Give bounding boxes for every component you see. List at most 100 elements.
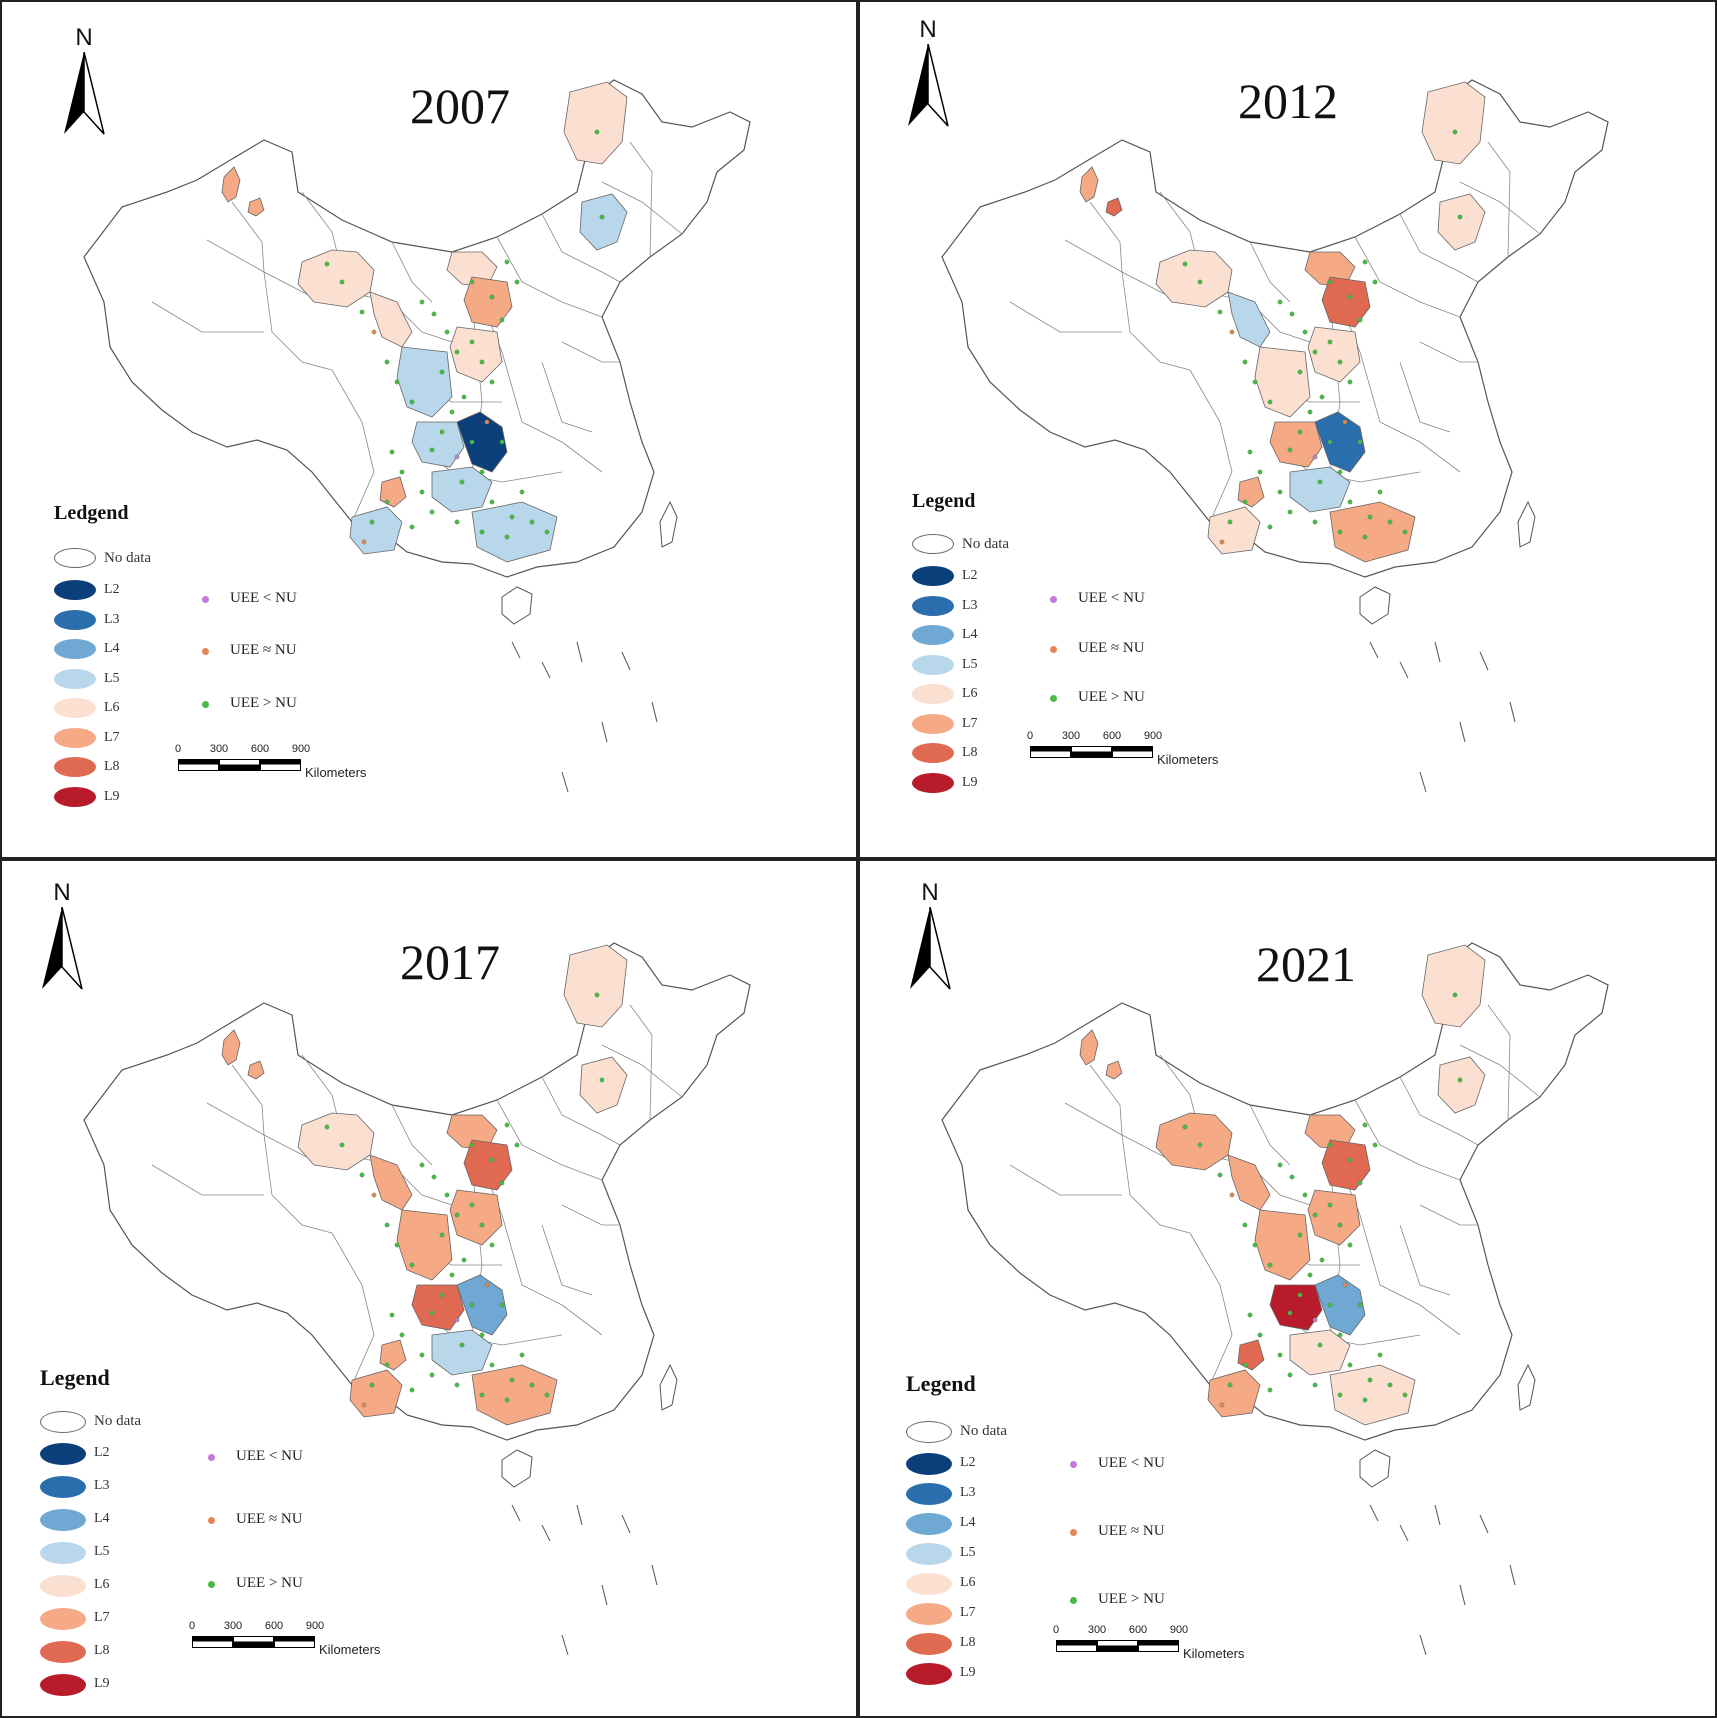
map-panel-2007: 2007 N Ledgend No data L2 L3 L4 L5 L6 L7 L8 L9 UEE <… <box>0 0 858 859</box>
legend-label: L5 <box>960 1545 976 1560</box>
legend-swatch <box>40 1509 86 1531</box>
legend-swatch <box>54 757 96 777</box>
city-point-marker <box>1402 529 1408 535</box>
city-point-marker <box>1452 992 1458 998</box>
point-legend-dot <box>1070 1529 1077 1536</box>
legend-swatch <box>40 1476 86 1498</box>
map-panel-2017: 2017 N Legend No data L2 L3 L4 L5 L6 L7 L8 L9 UEE < … <box>0 859 858 1718</box>
legend-swatch <box>906 1513 952 1535</box>
city-point-marker <box>514 1142 520 1148</box>
city-point-marker <box>484 1282 490 1288</box>
nine-dash-line <box>621 651 631 671</box>
city-point-marker <box>594 992 600 998</box>
nine-dash-line <box>621 1514 631 1534</box>
city-point-marker <box>409 1262 415 1268</box>
city-point-marker <box>489 379 495 385</box>
nine-dash-line <box>1479 1514 1489 1534</box>
legend-title: Legend <box>40 1365 110 1390</box>
city-point-marker <box>489 1157 495 1163</box>
nine-dash-line <box>1479 651 1489 671</box>
hainan-island <box>1359 1449 1391 1488</box>
boundary-line <box>1089 1064 1123 1136</box>
city-point-marker <box>1327 439 1333 445</box>
region-xinjiang-north2 <box>1105 1060 1123 1080</box>
boundary-line <box>601 181 683 235</box>
city-point-marker <box>469 279 475 285</box>
region-guangxi <box>471 1364 558 1426</box>
city-point-marker <box>1377 1352 1383 1358</box>
scale-segment <box>1138 1640 1179 1652</box>
boundary-line <box>496 1099 603 1181</box>
region-jilin <box>579 193 628 251</box>
city-point-marker <box>1372 1142 1378 1148</box>
region-guangxi <box>471 501 558 563</box>
boundary-line <box>1249 1104 1291 1166</box>
city-point-marker <box>384 359 390 365</box>
boundary-line <box>1419 1204 1478 1226</box>
region-xinjiang-north2 <box>1105 197 1123 217</box>
city-point-marker <box>1277 1162 1283 1168</box>
city-point-marker <box>1277 299 1283 305</box>
legend-label: L6 <box>94 1577 110 1592</box>
north-arrow: N <box>910 879 970 990</box>
city-point-marker <box>454 349 460 355</box>
legend-title: Legend <box>912 490 976 512</box>
region-chongqing <box>456 1274 508 1336</box>
legend-swatch <box>906 1453 952 1475</box>
taiwan-island <box>1517 1363 1536 1411</box>
legend: Legend No data L2 L3 L4 L5 L6 L7 L8 L9 <box>906 1371 1106 1701</box>
region-guizhou <box>1289 466 1351 513</box>
scale-bar: 0 300 600 900 Kilometers <box>1027 730 1250 775</box>
city-point-marker <box>479 469 485 475</box>
city-point-marker <box>1252 1242 1258 1248</box>
city-point-marker <box>1327 339 1333 345</box>
city-point-marker <box>1297 1292 1303 1298</box>
map-panel-2021: 2021 N Legend No data L2 L3 L4 L5 L6 L7 L8 L9 UEE < … <box>858 859 1717 1718</box>
city-point-marker <box>1267 1262 1273 1268</box>
scale-tick-label: 600 <box>1102 730 1122 742</box>
city-point-marker <box>1327 279 1333 285</box>
city-point-marker <box>339 1142 345 1148</box>
city-point-marker <box>1337 1332 1343 1338</box>
city-point-marker <box>529 1382 535 1388</box>
scale-segment <box>1030 746 1071 758</box>
boundary-line <box>1399 1076 1479 1146</box>
point-legend-label: UEE < NU <box>1078 590 1145 606</box>
boundary-line <box>1009 1164 1122 1196</box>
region-gansu-east <box>1254 1209 1311 1281</box>
legend-swatch <box>40 1542 86 1564</box>
city-point-marker <box>324 1124 330 1130</box>
boundary-line <box>331 369 375 523</box>
city-point-marker <box>419 489 425 495</box>
taiwan-island <box>659 1363 678 1411</box>
legend: Legend No data L2 L3 L4 L5 L6 L7 L8 L9 <box>40 1365 240 1696</box>
city-point-marker <box>429 1372 435 1378</box>
north-arrow: N <box>908 16 968 127</box>
city-point-marker <box>504 259 510 265</box>
point-legend-item: UEE ≈ NU <box>208 1511 368 1535</box>
city-point-marker <box>504 1397 510 1403</box>
city-point-marker <box>419 1352 425 1358</box>
point-legend-item: UEE > NU <box>208 1575 368 1599</box>
city-point-marker <box>1337 1392 1343 1398</box>
region-xinjiang-north2 <box>247 197 265 217</box>
scale-segment <box>178 759 219 771</box>
legend-label: L8 <box>960 1635 976 1650</box>
point-legend-dot <box>1070 1461 1077 1468</box>
city-point-marker <box>369 519 375 525</box>
scale-tick-label: 600 <box>250 743 270 755</box>
city-point-marker <box>1217 1172 1223 1178</box>
point-legend-item: UEE < NU <box>208 1448 368 1472</box>
boundary-line <box>391 1104 433 1166</box>
region-chongqing <box>1314 1274 1366 1336</box>
point-legend-dot <box>208 1581 215 1588</box>
city-point-marker <box>461 394 467 400</box>
city-point-marker <box>1357 439 1363 445</box>
legend-label: No data <box>960 1423 1008 1439</box>
north-label: N <box>53 879 71 906</box>
city-point-marker <box>1312 1212 1318 1218</box>
boundary-line <box>1399 213 1479 283</box>
nine-dash-line <box>561 1634 569 1656</box>
legend-label: L4 <box>960 1515 976 1530</box>
point-legend-item: UEE ≈ NU <box>1070 1523 1230 1547</box>
